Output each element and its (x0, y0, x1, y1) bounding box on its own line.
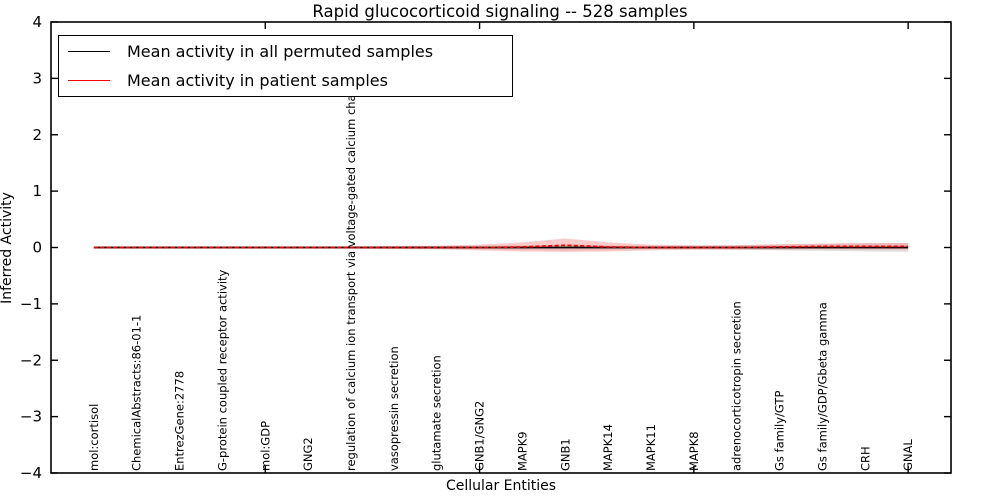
y-tick-label: −3 (20, 408, 42, 426)
category-label: Gs family/GDP/Gbeta gamma (815, 302, 829, 471)
legend-label-patient: Mean activity in patient samples (127, 71, 388, 91)
y-tick-label: −1 (20, 295, 42, 313)
confidence-band-patient (93, 238, 909, 253)
category-label: glutamate secretion (430, 355, 444, 471)
mean-line-patient (93, 244, 909, 249)
y-tick-label: 3 (32, 69, 42, 87)
legend-label-permuted: Mean activity in all permuted samples (127, 41, 434, 61)
legend: Mean activity in all permuted samples Me… (58, 35, 513, 97)
category-label: mol:cortisol (87, 404, 101, 471)
chart-title: Rapid glucocorticoid signaling -- 528 sa… (312, 2, 688, 21)
category-label: GNB1/GNG2 (473, 401, 487, 471)
category-label: MAPK9 (515, 431, 529, 471)
category-label: G-protein coupled receptor activity (215, 269, 229, 471)
category-label: EntrezGene:2778 (173, 371, 187, 471)
category-label: ChemicalAbstracts:86-01-1 (130, 315, 144, 471)
category-label: vasopressin secretion (387, 346, 401, 471)
y-tick-label: −2 (20, 351, 42, 369)
category-label: MAPK11 (644, 424, 658, 471)
y-tick-label: 4 (32, 13, 42, 31)
category-label: Gs family/GTP (773, 391, 787, 471)
category-label: GNG2 (301, 437, 315, 471)
category-label: CRH (858, 446, 872, 471)
y-tick-label: 0 (32, 239, 42, 257)
legend-item-permuted: Mean activity in all permuted samples (59, 37, 512, 65)
category-label: MAPK14 (601, 424, 615, 471)
category-label: adrenocorticotropin secretion (730, 301, 744, 471)
category-label: regulation of calcium ion transport via … (344, 70, 358, 471)
category-label: GNAL (901, 439, 915, 471)
y-tick-label: 2 (32, 126, 42, 144)
category-label: mol:GDP (258, 421, 272, 471)
legend-item-patient: Mean activity in patient samples (59, 67, 512, 95)
x-axis-label: Cellular Entities (445, 478, 557, 494)
y-tick-label: −4 (20, 464, 42, 482)
category-label: GNB1 (558, 438, 572, 471)
legend-line-patient-icon (68, 80, 110, 82)
legend-line-permuted-icon (68, 50, 110, 52)
y-tick-label: 1 (32, 182, 42, 200)
category-label: MAPK8 (687, 431, 701, 471)
